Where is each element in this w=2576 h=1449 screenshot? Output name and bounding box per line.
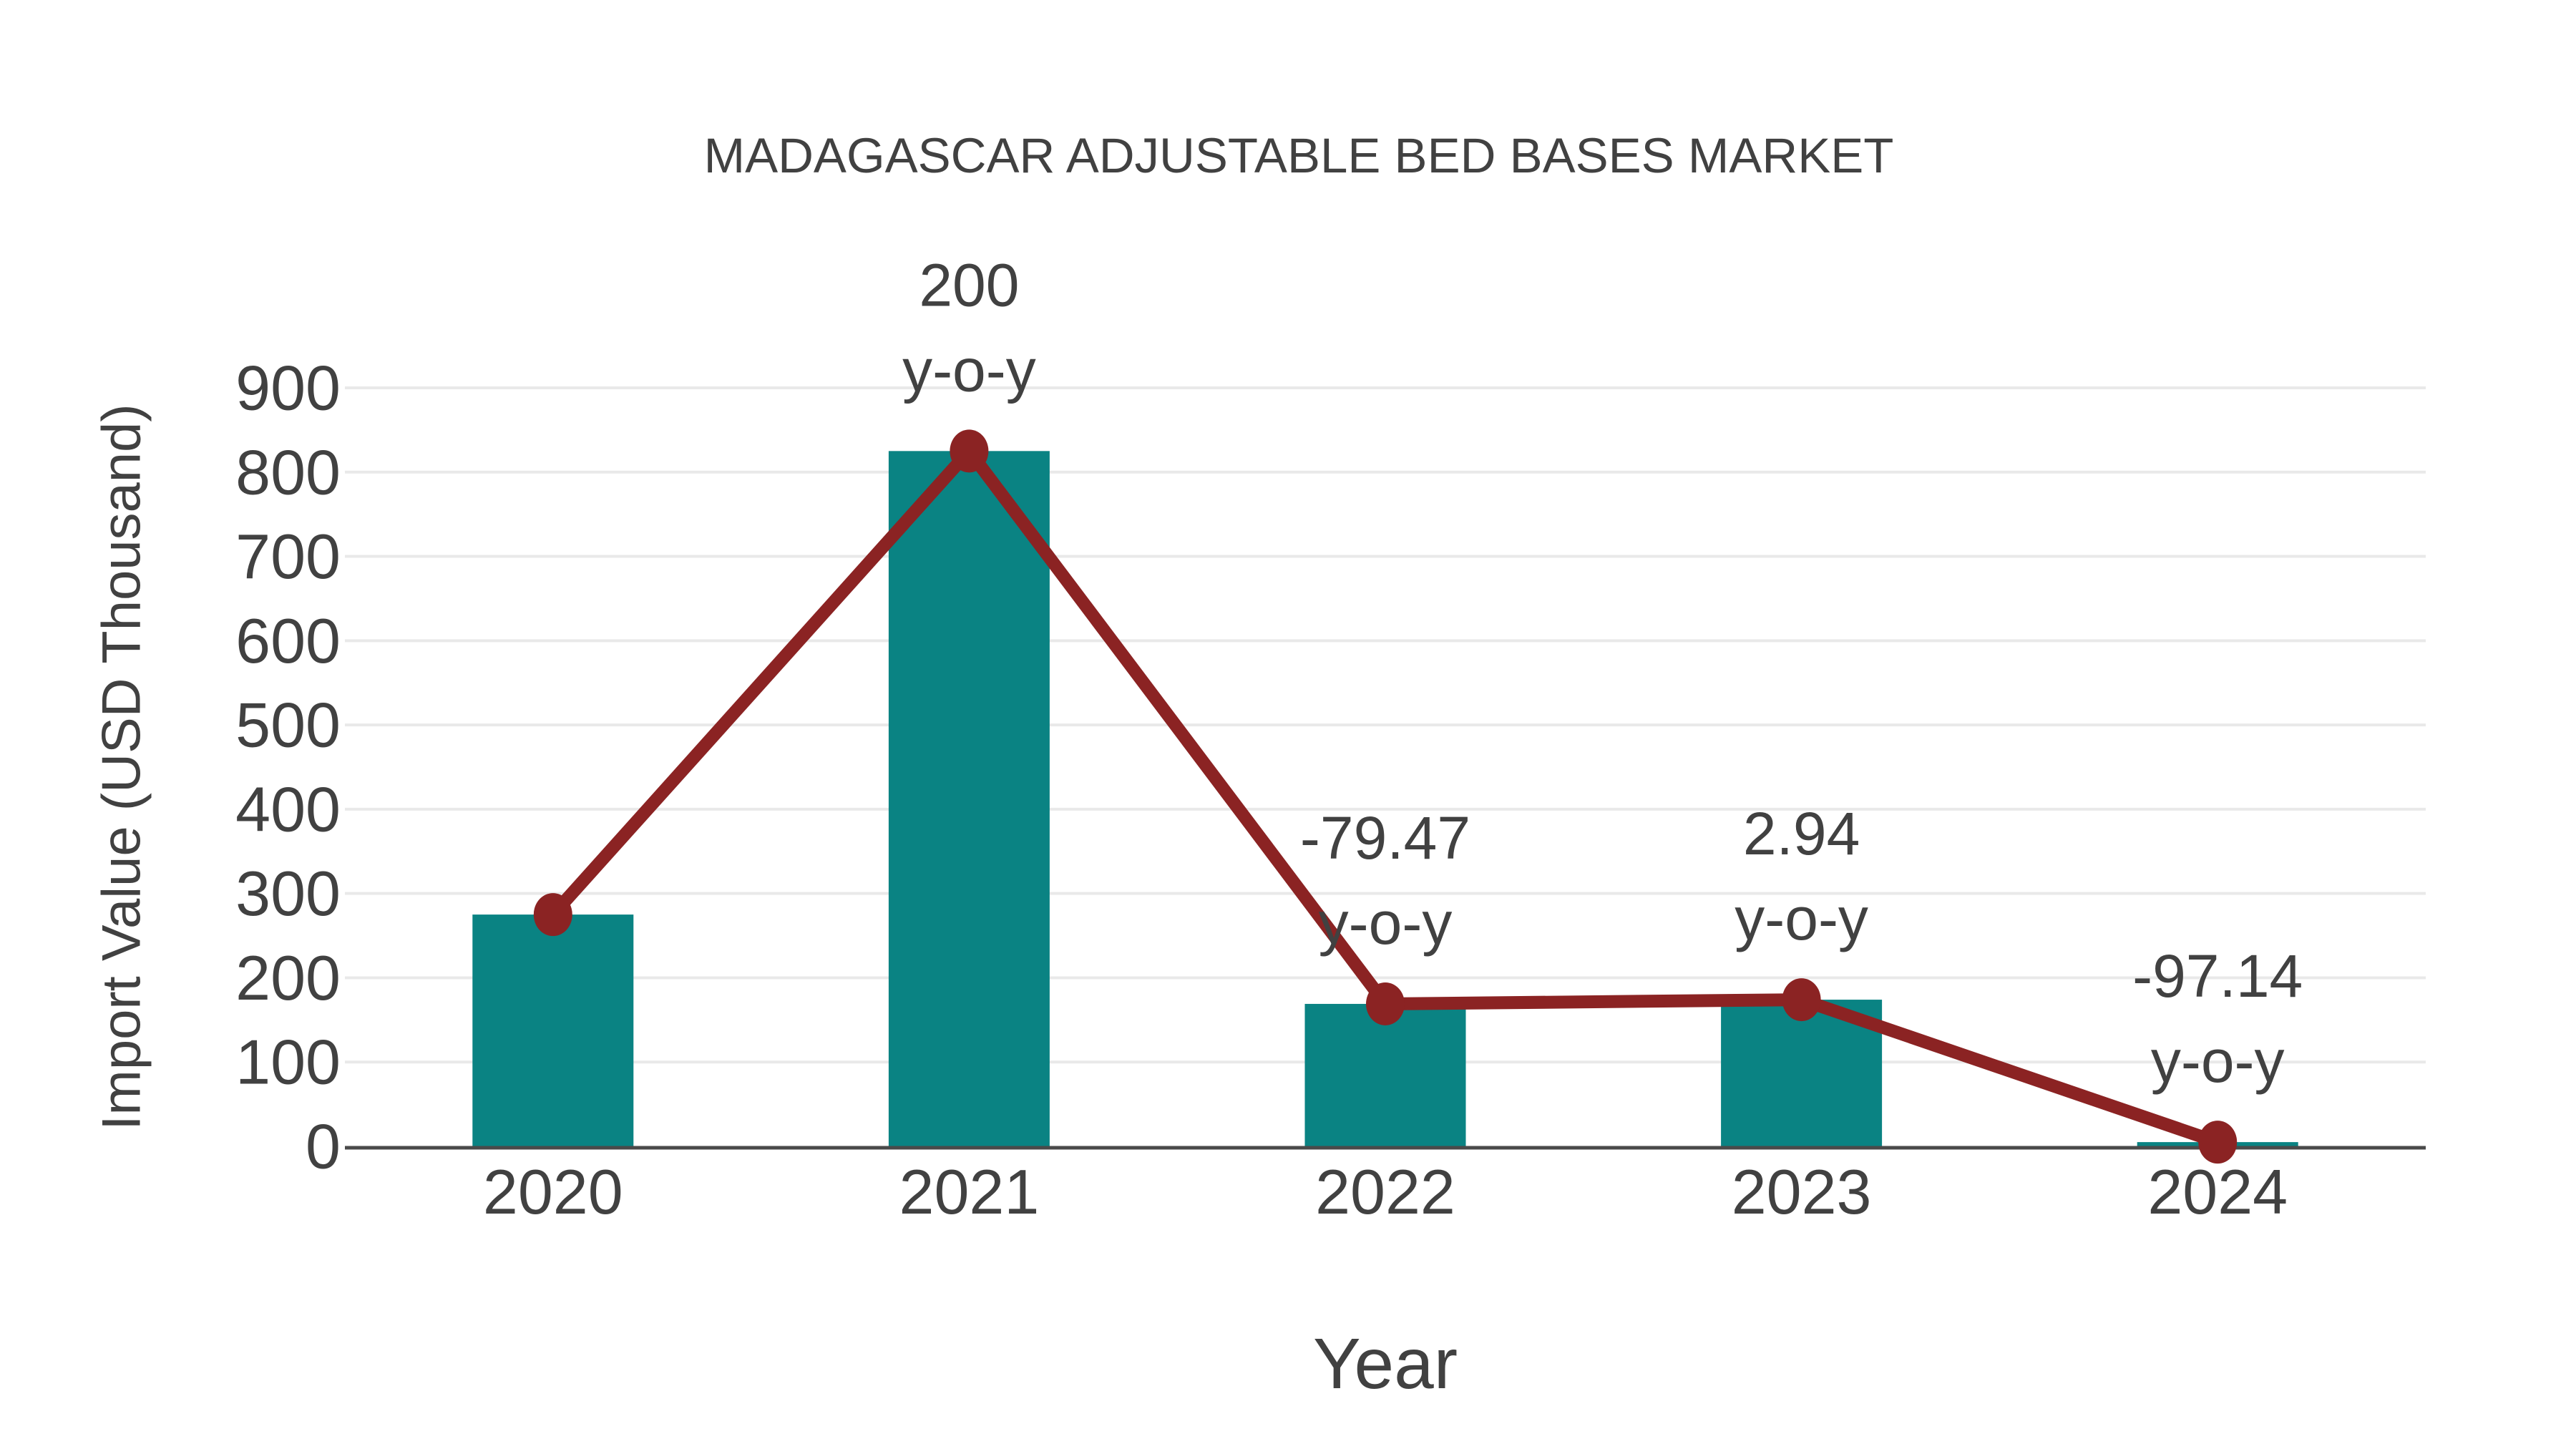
y-tick-label: 300 [235, 858, 341, 929]
annotation-value: 200 [919, 251, 1019, 318]
gridlines [345, 386, 2426, 1064]
x-tick-label: 2022 [1315, 1156, 1455, 1227]
y-tick-label: 200 [235, 942, 341, 1013]
annotation-value: -79.47 [1300, 804, 1470, 872]
y-tick-label: 400 [235, 774, 341, 844]
bar-2021 [888, 451, 1050, 1148]
annotation-value: -97.14 [2132, 942, 2303, 1010]
bar-2022 [1304, 1003, 1466, 1148]
annotation-suffix: y-o-y [2151, 1028, 2285, 1095]
marker-2024 [2198, 1121, 2238, 1164]
x-axis-label: Year [1313, 1324, 1458, 1404]
x-tick-label: 2024 [2147, 1156, 2288, 1227]
annotation-suffix: y-o-y [1319, 889, 1453, 957]
y-axis-label: Import Value (USD Thousand) [92, 404, 152, 1130]
y-tick-label: 900 [235, 353, 341, 424]
marker-2023 [1782, 978, 1821, 1022]
trend-markers [533, 429, 2238, 1164]
y-tick-label: 600 [235, 605, 341, 676]
marker-2022 [1366, 982, 1405, 1025]
y-tick-label: 100 [235, 1027, 341, 1098]
x-tick-label: 2020 [483, 1156, 623, 1227]
marker-2020 [533, 893, 572, 937]
y-tick-labels: 0 100 200 300 400 500 600 700 800 900 [235, 353, 341, 1182]
y-tick-label: 500 [235, 690, 341, 761]
x-tick-label: 2021 [899, 1156, 1040, 1227]
y-tick-label: 0 [306, 1111, 341, 1182]
annotation-value: 2.94 [1743, 800, 1860, 867]
annotation-suffix: y-o-y [1735, 885, 1868, 952]
annotation-suffix: y-o-y [902, 336, 1036, 404]
y-tick-label: 700 [235, 521, 341, 592]
x-tick-labels: 2020 2021 2022 2023 2024 [483, 1156, 2288, 1227]
x-tick-label: 2023 [1732, 1156, 1872, 1227]
y-tick-label: 800 [235, 436, 341, 507]
bars [472, 451, 2298, 1148]
chart-title: MADAGASCAR ADJUSTABLE BED BASES MARKET [704, 128, 1894, 183]
marker-2021 [950, 429, 989, 473]
annotations: 200 y-o-y -79.47 y-o-y 2.94 y-o-y -97.14 y-o-y [902, 251, 2303, 1095]
bar-2020 [472, 914, 634, 1148]
